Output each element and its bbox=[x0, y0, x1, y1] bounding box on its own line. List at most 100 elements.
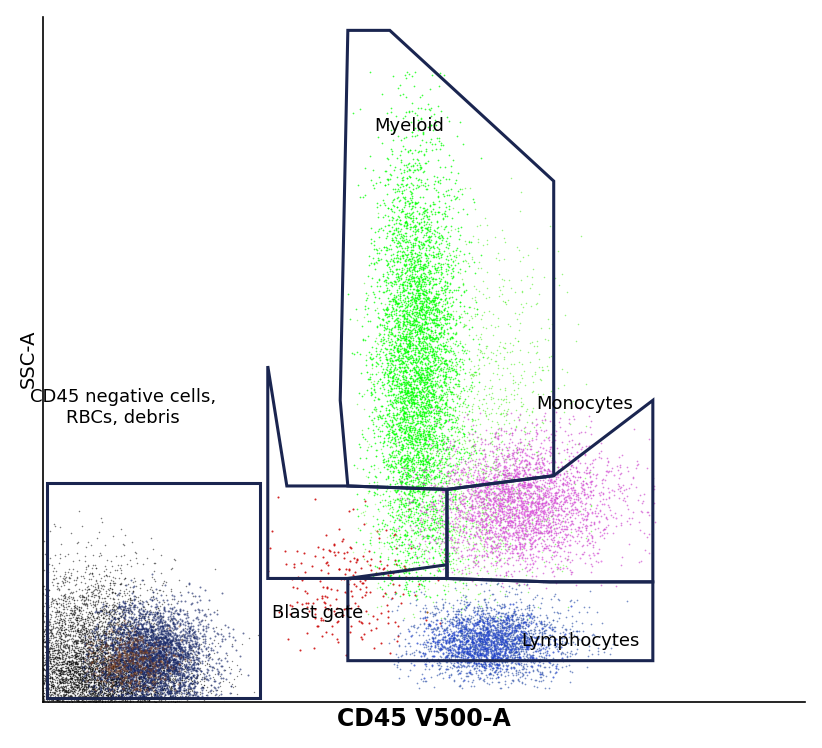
Point bbox=[118, 667, 132, 679]
Point bbox=[381, 591, 395, 603]
Point bbox=[418, 490, 431, 502]
Point bbox=[90, 663, 104, 675]
Point bbox=[399, 258, 413, 270]
Point bbox=[486, 672, 499, 684]
Point bbox=[453, 249, 466, 261]
Point bbox=[62, 663, 75, 675]
Point bbox=[127, 641, 141, 653]
Point bbox=[435, 322, 448, 334]
Point bbox=[500, 476, 513, 488]
Point bbox=[519, 616, 532, 628]
Point bbox=[446, 529, 459, 541]
Point bbox=[507, 645, 520, 657]
Point bbox=[420, 373, 433, 384]
Point bbox=[450, 366, 463, 378]
Point bbox=[389, 587, 402, 599]
Point bbox=[91, 641, 104, 653]
Point bbox=[76, 597, 89, 609]
Point bbox=[80, 687, 93, 699]
Point bbox=[136, 662, 149, 674]
Point bbox=[524, 480, 537, 492]
Point bbox=[85, 695, 98, 707]
Point bbox=[463, 647, 476, 659]
Point bbox=[404, 364, 417, 376]
Point bbox=[449, 576, 462, 588]
Point bbox=[112, 676, 125, 688]
Point bbox=[465, 668, 478, 680]
Point bbox=[139, 666, 152, 678]
Point bbox=[398, 343, 411, 355]
Point bbox=[607, 634, 621, 646]
Point bbox=[398, 453, 411, 465]
Point bbox=[518, 652, 531, 664]
Point bbox=[367, 378, 381, 390]
Point bbox=[165, 675, 178, 687]
Point bbox=[404, 385, 418, 397]
Point bbox=[139, 630, 152, 642]
Point bbox=[462, 647, 475, 659]
Point bbox=[499, 462, 512, 474]
Point bbox=[116, 654, 129, 666]
Point bbox=[399, 387, 413, 399]
Point bbox=[478, 628, 491, 640]
Point bbox=[121, 642, 134, 654]
Point bbox=[530, 480, 543, 492]
Point bbox=[398, 201, 411, 213]
Point bbox=[121, 678, 134, 690]
Point bbox=[76, 664, 90, 676]
Point bbox=[118, 655, 131, 667]
Point bbox=[173, 677, 186, 689]
Point bbox=[590, 499, 603, 511]
Point bbox=[107, 659, 120, 671]
Point bbox=[394, 218, 407, 230]
Point bbox=[45, 681, 58, 693]
Point bbox=[467, 256, 480, 268]
Point bbox=[63, 571, 76, 583]
Point bbox=[312, 620, 325, 632]
Point bbox=[428, 432, 441, 444]
Point bbox=[62, 616, 75, 628]
Point bbox=[517, 540, 530, 552]
Point bbox=[143, 666, 156, 678]
Point bbox=[131, 696, 144, 708]
Point bbox=[484, 483, 497, 495]
Point bbox=[141, 690, 155, 702]
Point bbox=[412, 543, 425, 555]
Point bbox=[404, 378, 417, 390]
Point bbox=[582, 601, 595, 613]
Point bbox=[126, 660, 139, 672]
Point bbox=[85, 665, 99, 677]
Point bbox=[127, 641, 140, 653]
Point bbox=[487, 501, 500, 513]
Point bbox=[404, 524, 418, 536]
Point bbox=[579, 502, 592, 514]
Point bbox=[419, 227, 432, 239]
Point bbox=[432, 176, 445, 188]
Point bbox=[134, 634, 147, 646]
Point bbox=[559, 531, 572, 543]
Point bbox=[510, 491, 524, 503]
Point bbox=[510, 527, 523, 539]
Point bbox=[529, 506, 543, 518]
Point bbox=[396, 414, 409, 426]
Point bbox=[162, 651, 175, 663]
Point bbox=[398, 197, 411, 209]
Point bbox=[107, 657, 120, 669]
Point bbox=[132, 672, 145, 684]
Point bbox=[390, 379, 403, 391]
Point bbox=[139, 644, 152, 656]
Point bbox=[421, 363, 434, 375]
Point bbox=[494, 337, 507, 349]
Point bbox=[430, 370, 443, 382]
Point bbox=[586, 489, 599, 501]
Point bbox=[446, 503, 459, 515]
Point bbox=[506, 485, 519, 497]
Point bbox=[373, 551, 386, 563]
Point bbox=[523, 539, 536, 551]
Point bbox=[444, 531, 457, 543]
Point bbox=[389, 276, 402, 288]
Point bbox=[135, 673, 148, 685]
Point bbox=[439, 368, 452, 380]
Point bbox=[129, 654, 142, 666]
Point bbox=[116, 673, 129, 685]
